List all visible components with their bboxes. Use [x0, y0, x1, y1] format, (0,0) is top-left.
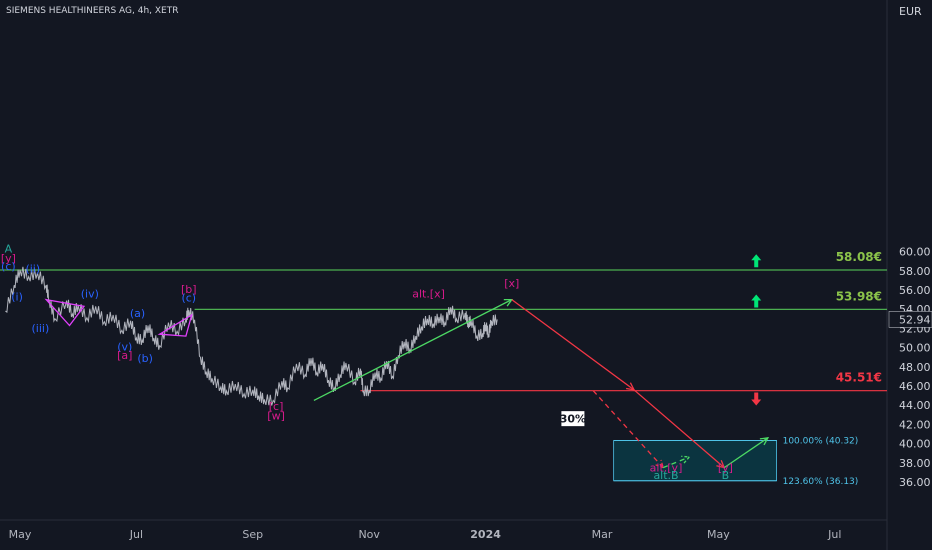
wave-label: alt.[y] [650, 461, 683, 474]
projection-line [313, 299, 513, 401]
wave-label: (iii) [31, 322, 49, 335]
triangle-pattern [157, 313, 193, 337]
y-tick-label: 56.00 [899, 284, 931, 297]
price-layer [5, 266, 498, 406]
wave-label: B [722, 469, 730, 482]
x-tick-label: Nov [358, 528, 380, 541]
up-arrow-icon [751, 294, 762, 308]
x-tick-label: Sep [242, 528, 263, 541]
y-tick-label: 50.00 [899, 342, 931, 355]
target-zone-layer: 100.00% (40.32) 123.60% (36.13) [613, 437, 859, 487]
projection-line [633, 389, 725, 469]
x-tick-label: Jul [827, 528, 841, 541]
projection-arrowhead [681, 455, 691, 464]
last-price-tag [888, 311, 932, 328]
fib-123-label: 123.60% (36.13) [783, 477, 859, 487]
triangle-pattern [44, 298, 86, 327]
x-tick-label: Mar [592, 528, 613, 541]
wave-label: [b] [181, 283, 197, 296]
projection-layer: 30% [313, 298, 770, 469]
y-tick-label: 58.00 [899, 265, 931, 278]
last-price-label: 52.94 [899, 313, 931, 326]
projection-line [723, 437, 769, 469]
y-tick-label: 40.00 [899, 438, 931, 451]
level-label: 45.51€ [836, 371, 882, 385]
projection-line [662, 456, 690, 469]
wave-label: [c] [269, 400, 284, 413]
wave-label: (iv) [81, 288, 99, 301]
probability-label: 30% [560, 413, 586, 426]
y-tick-label: 60.00 [899, 246, 931, 259]
wave-label: [a] [117, 349, 132, 362]
wave-label: A [5, 243, 13, 256]
x-tick-label: May [707, 528, 730, 541]
level-label: 53.98€ [836, 289, 882, 303]
x-tick-label: 2024 [470, 528, 501, 541]
wave-label: (c) [1, 260, 16, 273]
wave-label: alt.[x] [412, 288, 445, 301]
wave-label: (v) [117, 340, 132, 353]
projection-arrowhead [759, 436, 770, 446]
wave-label: [y] [718, 461, 733, 474]
down-arrow-icon [751, 392, 762, 406]
projection-arrowhead [625, 382, 636, 391]
time-axis[interactable]: May Jul Sep Nov 2024 Mar May Jul [9, 528, 842, 541]
x-tick-label: May [9, 528, 32, 541]
y-tick-label: 48.00 [899, 361, 931, 374]
wave-label: (b) [137, 352, 153, 365]
y-tick-label: 38.00 [899, 457, 931, 470]
price-line [5, 266, 498, 406]
wave-label: [w] [267, 410, 285, 423]
projection-line [511, 299, 635, 391]
level-label: 58.08€ [836, 250, 882, 264]
currency-label[interactable]: EUR [899, 5, 922, 18]
wave-label: (c) [181, 292, 196, 305]
y-tick-label: 44.00 [899, 399, 931, 412]
wave-label: [y] [1, 252, 16, 265]
y-tick-label: 36.00 [899, 476, 931, 489]
levels-layer: 58.08€ 53.98€ 45.51€ [0, 250, 887, 392]
wave-label: alt.B [653, 469, 678, 482]
y-tick-label: 42.00 [899, 418, 931, 431]
x-tick-label: Jul [129, 528, 143, 541]
projection-arrowhead [716, 459, 726, 469]
arrow-layer [751, 254, 762, 406]
wave-label: (ii) [25, 263, 40, 276]
price-axis[interactable]: 36.00 38.00 40.00 42.00 44.00 46.00 48.00 50.00… [888, 246, 932, 489]
y-tick-label: 46.00 [899, 380, 931, 393]
wave-label: (a) [130, 307, 145, 320]
annotation-layer: A[y](c) (ii)(i)(iii)(iv)(a)[b](c)(v)[a] (b… [1, 243, 733, 483]
wave-label: [x] [504, 277, 519, 290]
wave-label: (i) [11, 291, 23, 304]
symbol-title: SIEMENS HEALTHINEERS AG, 4h, XETR [6, 6, 179, 16]
probability-box [560, 410, 586, 428]
up-arrow-icon [751, 254, 762, 268]
fib-100-label: 100.00% (40.32) [783, 437, 859, 447]
target-zone-box [613, 440, 778, 482]
projection-arrowhead [655, 459, 665, 469]
triangle-layer [44, 298, 193, 337]
